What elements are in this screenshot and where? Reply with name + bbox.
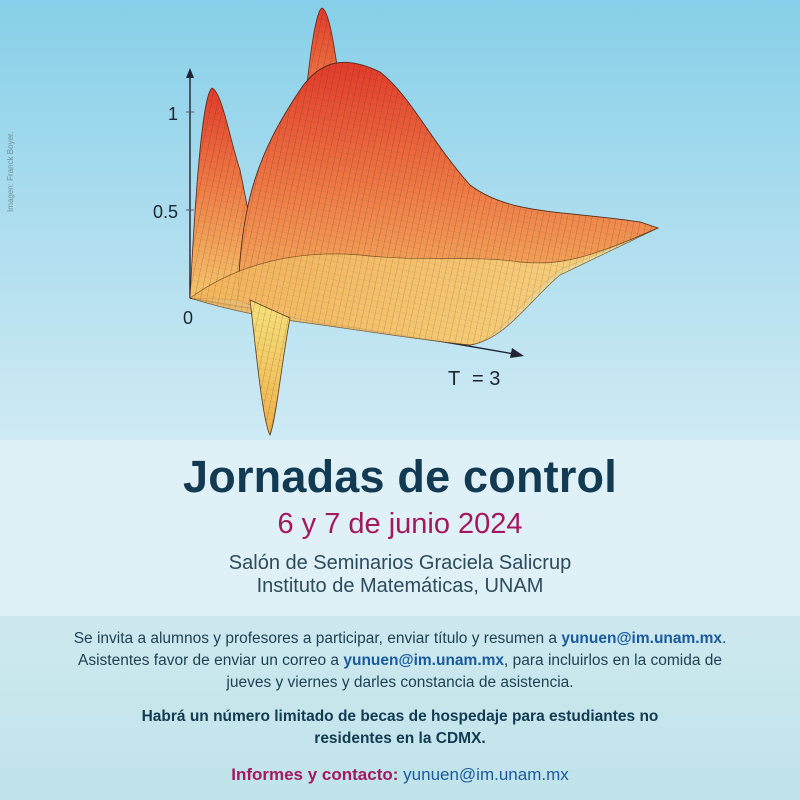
venue-line-2: Instituto de Matemáticas, UNAM (256, 575, 544, 597)
axis-label-0: 0 (183, 308, 193, 328)
time-label: T (448, 368, 460, 390)
email-link[interactable]: yunuen@im.unam.mx (343, 652, 505, 669)
venue-line-1: Salón de Seminarios Graciela Salicrup (228, 552, 572, 574)
surface-plot: 1 0.5 0 T = 3 (153, 7, 660, 436)
event-venue: Salón de Seminarios Graciela Salicrup In… (0, 552, 800, 598)
contact-email[interactable]: yunuen@im.unam.mx (403, 765, 569, 784)
invite-line-1: Se invita a alumnos y profesores a parti… (73, 630, 562, 647)
hero-figure: 1 0.5 0 T = 3 Imagen: Franck Boyer. (0, 0, 800, 440)
invite-line-3: jueves y viernes y darles constancia de … (226, 674, 574, 691)
event-title: Jornadas de control (183, 451, 617, 502)
event-dates: 6 y 7 de junio 2024 (277, 508, 523, 540)
axis-label-1: 1 (168, 104, 178, 124)
invite-line-2-end: , para incluirlos en la comida de (504, 652, 723, 669)
axis-label-05: 0.5 (153, 202, 178, 222)
image-credit: Imagen: Franck Boyer. (6, 131, 15, 212)
invite-line-2: Asistentes favor de enviar un correo a (77, 652, 344, 669)
email-link[interactable]: yunuen@im.unam.mx (561, 630, 722, 647)
note-line-1: Habrá un número limitado de becas de hos… (141, 708, 659, 725)
contact-line: Informes y contacto: yunuen@im.unam.mx (0, 764, 800, 786)
time-value: = 3 (472, 368, 500, 390)
invite-line-1-end: . (722, 630, 727, 647)
info-band: Se invita a alumnos y profesores a parti… (0, 616, 800, 800)
note-line-2: residentes en la CDMX. (314, 730, 486, 747)
scholarship-note: Habrá un número limitado de becas de hos… (0, 706, 800, 750)
contact-label: Informes y contacto: (231, 765, 399, 784)
title-band: Jornadas de control 6 y 7 de junio 2024 … (0, 440, 800, 616)
invitation-text: Se invita a alumnos y profesores a parti… (0, 616, 800, 694)
